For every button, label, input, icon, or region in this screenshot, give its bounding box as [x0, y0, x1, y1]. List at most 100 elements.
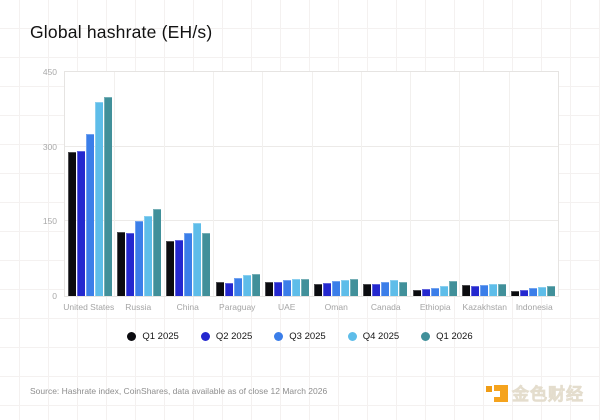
bar-russia-q4-2025 — [143, 215, 152, 296]
legend-item-q1-2026: Q1 2026 — [421, 331, 473, 342]
x-label-indonesia: Indonesia — [515, 302, 553, 312]
y-tick-label-300: 300 — [42, 141, 57, 152]
bar-ethiopia-q1-2026 — [448, 281, 457, 296]
y-tick-label-450: 450 — [42, 67, 57, 77]
x-label-ethiopia: Ethiopia — [419, 302, 451, 312]
chart-title: Global hashrate (EH/s) — [30, 22, 213, 42]
bar-china-q4-2025 — [193, 223, 202, 296]
bar-ethiopia-q1-2025 — [412, 289, 421, 296]
bar-united-states-q1-2025 — [67, 151, 76, 296]
x-label-united-states: United States — [63, 302, 115, 312]
bar-oman-q3-2025 — [332, 281, 341, 296]
bar-uae-q2-2025 — [273, 282, 282, 296]
gridline-x-separator — [163, 72, 165, 296]
legend-dot-q3-2025 — [274, 332, 284, 341]
bar-ethiopia-q2-2025 — [421, 289, 430, 296]
bar-kazakhstan-q3-2025 — [480, 285, 489, 296]
bar-canada-q1-2025 — [363, 283, 372, 296]
bar-canada-q3-2025 — [381, 282, 390, 296]
bar-canada-q4-2025 — [390, 280, 399, 296]
x-label-uae: UAE — [278, 302, 296, 312]
bar-ethiopia-q4-2025 — [439, 286, 448, 296]
bar-canada-q2-2025 — [372, 283, 381, 296]
bar-groups — [65, 72, 558, 296]
legend-label-q1-2026: Q1 2026 — [436, 331, 473, 342]
bar-uae-q1-2025 — [264, 282, 273, 296]
bar-russia-q2-2025 — [125, 233, 134, 296]
legend-dot-q1-2025 — [127, 332, 137, 341]
jinse-finance-logo-icon — [486, 384, 508, 402]
legend-label-q3-2025: Q3 2025 — [289, 331, 326, 342]
legend-dot-q2-2025 — [200, 332, 210, 341]
brand-logo: 金色财经 — [485, 380, 584, 405]
gridline-x-separator — [508, 72, 510, 296]
legend: Q1 2025 Q2 2025 Q3 2025 Q4 2025 Q1 2026 — [0, 331, 600, 342]
bar-group-paraguay — [213, 72, 262, 296]
bar-china-q1-2026 — [202, 233, 211, 296]
bar-russia-q1-2025 — [116, 232, 125, 296]
legend-item-q2-2025: Q2 2025 — [200, 331, 253, 342]
bar-uae-q1-2026 — [300, 279, 309, 296]
x-label-russia: Russia — [125, 302, 152, 312]
source-note: Source: Hashrate index, CoinShares, data… — [30, 386, 328, 396]
gridline-x-separator — [262, 72, 264, 296]
bar-ethiopia-q3-2025 — [430, 287, 439, 296]
bar-group-ethiopia — [410, 72, 459, 296]
bar-paraguay-q1-2025 — [215, 282, 224, 296]
gridline-x-separator — [410, 72, 412, 296]
y-tick-label-150: 150 — [42, 216, 57, 227]
legend-item-q3-2025: Q3 2025 — [274, 331, 326, 342]
x-label-canada: Canada — [370, 302, 401, 312]
bar-indonesia-q4-2025 — [538, 286, 547, 296]
y-axis-tick-labels: 0 150 300 450 — [0, 68, 57, 301]
bar-group-indonesia — [509, 72, 558, 296]
bar-oman-q1-2026 — [350, 279, 359, 296]
bar-group-uae — [262, 72, 311, 296]
bar-oman-q1-2025 — [314, 283, 323, 296]
bar-indonesia-q1-2026 — [547, 285, 556, 296]
x-label-china: China — [176, 302, 199, 312]
bar-paraguay-q1-2026 — [251, 273, 260, 296]
bar-united-states-q2-2025 — [76, 150, 85, 296]
bar-united-states-q1-2026 — [103, 96, 112, 296]
legend-label-q2-2025: Q2 2025 — [215, 331, 253, 342]
x-label-kazakhstan: Kazakhstan — [462, 302, 507, 312]
gridlines-layer — [65, 72, 558, 296]
bar-russia-q1-2026 — [152, 208, 161, 296]
bar-oman-q2-2025 — [323, 282, 332, 296]
bar-indonesia-q3-2025 — [529, 288, 538, 296]
legend-item-q1-2025: Q1 2025 — [127, 331, 179, 342]
bar-china-q2-2025 — [175, 239, 184, 296]
bar-kazakhstan-q1-2025 — [462, 285, 471, 296]
bar-group-united-states — [65, 72, 114, 296]
bar-paraguay-q3-2025 — [233, 278, 242, 296]
x-axis-category-labels: United States Russia China Paraguay UAE Oman C… — [63, 302, 559, 312]
bar-group-oman — [311, 72, 360, 296]
legend-item-q4-2025: Q4 2025 — [347, 331, 400, 342]
gridline-x-separator — [212, 72, 214, 296]
bar-group-canada — [361, 72, 410, 296]
bar-indonesia-q1-2025 — [511, 291, 520, 296]
x-label-oman: Oman — [324, 302, 348, 312]
gridline-x-separator — [459, 72, 461, 296]
bar-kazakhstan-q1-2026 — [498, 284, 507, 296]
bar-uae-q3-2025 — [282, 279, 291, 296]
gridline-x-separator — [311, 72, 313, 296]
bar-uae-q4-2025 — [291, 279, 300, 296]
plot-area — [64, 71, 559, 297]
y-tick-label-0: 0 — [52, 291, 57, 301]
legend-label-q1-2025: Q1 2025 — [142, 331, 179, 342]
bar-canada-q1-2026 — [399, 281, 408, 296]
bar-paraguay-q2-2025 — [224, 283, 233, 296]
legend-label-q4-2025: Q4 2025 — [362, 331, 400, 342]
bar-united-states-q3-2025 — [85, 134, 94, 296]
legend-dot-q1-2026 — [421, 332, 431, 341]
bar-kazakhstan-q2-2025 — [471, 285, 480, 296]
gridline-x-separator — [114, 72, 116, 296]
bar-kazakhstan-q4-2025 — [489, 284, 498, 296]
bar-group-china — [164, 72, 213, 296]
bar-paraguay-q4-2025 — [242, 275, 251, 296]
brand-text: 金色财经 — [512, 385, 584, 405]
gridline-x-separator — [360, 72, 362, 296]
bar-china-q3-2025 — [184, 233, 193, 296]
